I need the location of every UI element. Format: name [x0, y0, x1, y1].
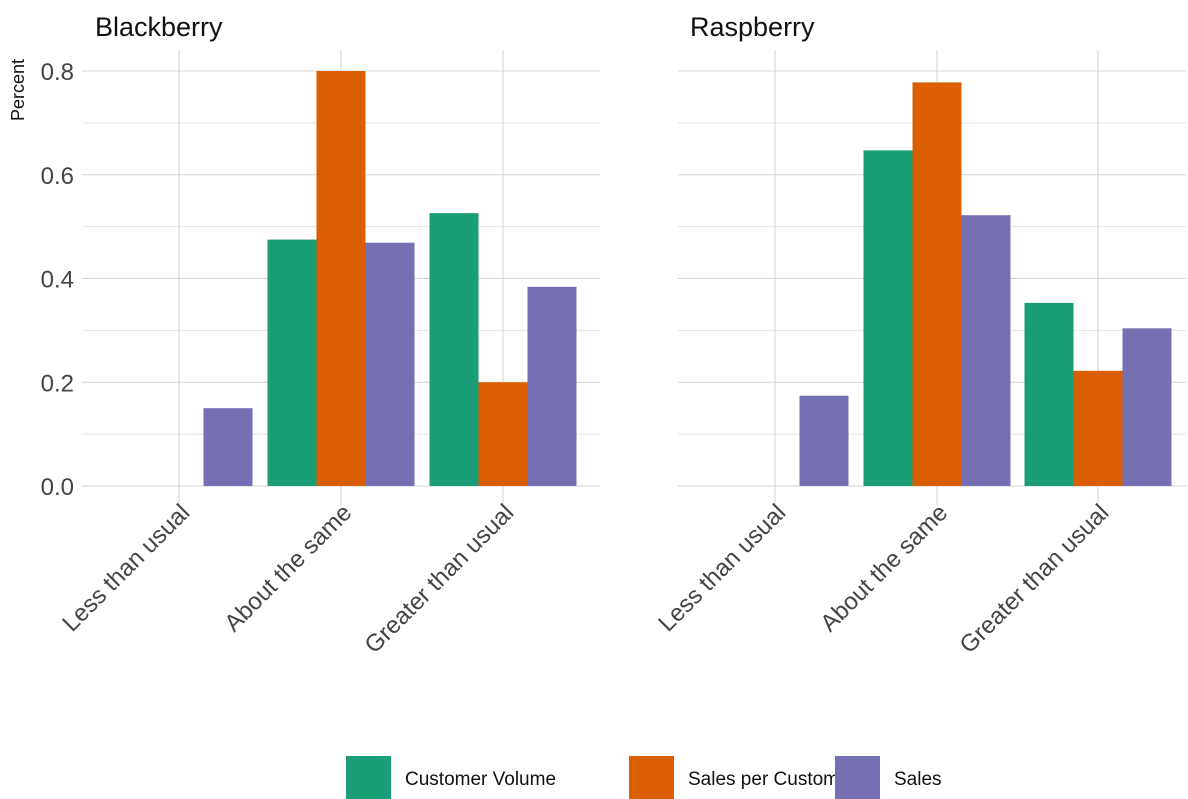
y-tick-label: 0.8	[41, 59, 74, 86]
bar-sales-greater-than-usual	[1122, 328, 1172, 486]
bar-sales-per-customer-about-the-same	[316, 71, 366, 486]
bar-customer-volume-greater-than-usual	[1024, 302, 1074, 486]
y-tick-label: 0.6	[41, 163, 74, 190]
legend-label: Sales	[894, 769, 942, 790]
y-tick-label: 0.0	[41, 474, 74, 501]
x-tick-label: Greater than usual	[360, 499, 520, 659]
bar-customer-volume-greater-than-usual	[429, 213, 479, 486]
bar-customer-volume-about-the-same	[267, 239, 317, 486]
panel-raspberry: Raspberry Less than usual About the same Gr…	[653, 12, 1186, 659]
bar-sales-per-customer-greater-than-usual	[1073, 370, 1123, 486]
panel-title: Raspberry	[690, 12, 815, 42]
legend-swatch-sales-per-customer	[629, 756, 674, 799]
bar-sales-less-than-usual	[799, 395, 849, 486]
legend: Customer Volume Sales per Customer Sales	[346, 756, 942, 799]
legend-label: Sales per Customer	[688, 769, 857, 790]
panel-title: Blackberry	[95, 12, 223, 42]
x-tick-label: About the same	[219, 499, 357, 637]
y-tick-label: 0.2	[41, 370, 74, 397]
bar-customer-volume-about-the-same	[863, 150, 913, 486]
bar-sales-per-customer-about-the-same	[912, 82, 962, 486]
x-tick-label: Less than usual	[653, 499, 791, 637]
bar-sales-less-than-usual	[203, 408, 253, 486]
x-tick-label: Greater than usual	[955, 499, 1115, 659]
legend-label: Customer Volume	[405, 769, 556, 790]
x-tick-label: Less than usual	[57, 499, 195, 637]
bar-sales-greater-than-usual	[527, 286, 577, 486]
legend-swatch-customer-volume	[346, 756, 391, 799]
legend-swatch-sales	[835, 756, 880, 799]
bar-sales-per-customer-greater-than-usual	[478, 382, 528, 486]
bar-sales-about-the-same	[365, 242, 415, 486]
panel-blackberry: Blackberry 0.0 0.2 0.4 0.6 0.8 Less than usual…	[41, 12, 600, 659]
bar-sales-about-the-same	[961, 215, 1011, 486]
y-tick-label: 0.4	[41, 267, 74, 294]
x-tick-label: About the same	[815, 499, 953, 637]
y-axis-label: Percent	[8, 59, 28, 121]
